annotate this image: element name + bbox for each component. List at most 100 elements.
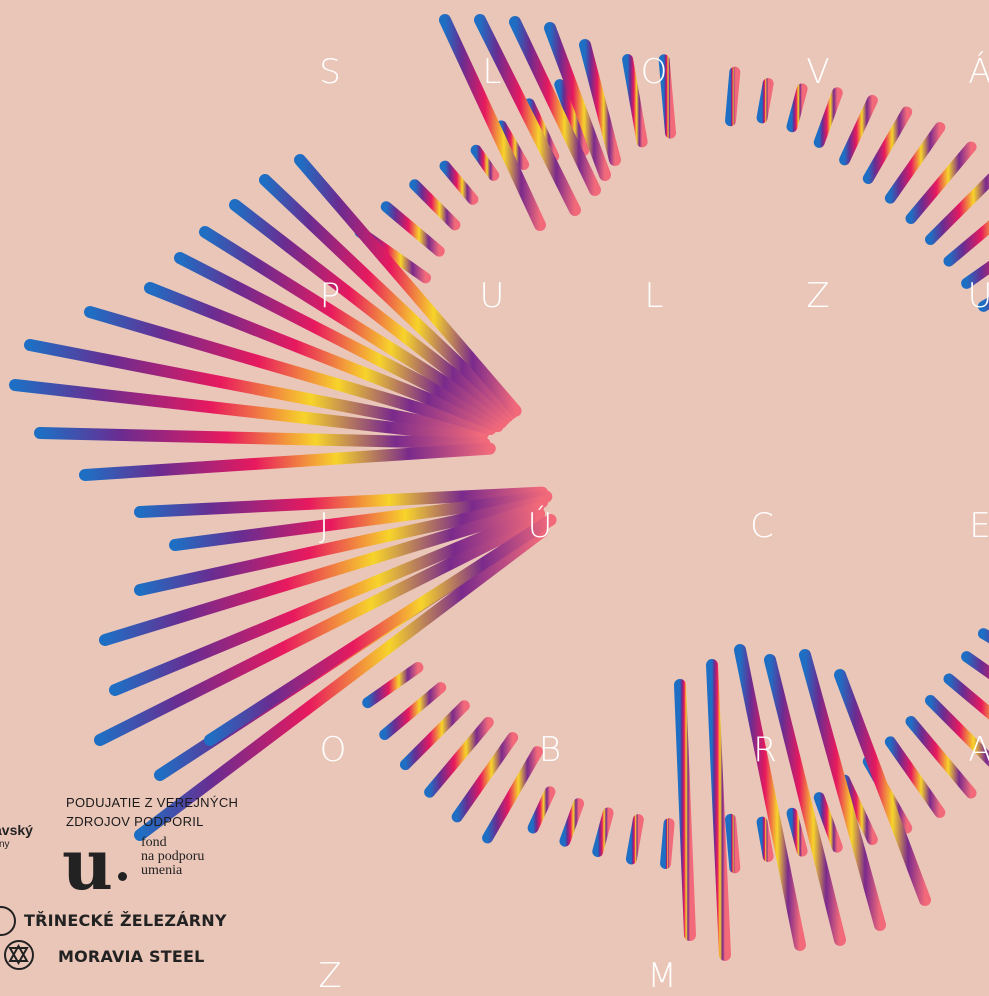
funding-statement-line2: ZDROJOV PODPORIL	[66, 814, 204, 829]
gradient-ray	[756, 78, 774, 124]
letter-u-acute: Ú	[527, 506, 553, 546]
gradient-ray	[229, 199, 514, 423]
letter-o-2: O	[319, 730, 347, 770]
gradient-ray	[905, 141, 977, 225]
letter-l-2: L	[644, 276, 664, 316]
gradient-ray	[509, 16, 601, 196]
funding-statement-line1: PODUJATIE Z VEREJNÝCH	[66, 795, 239, 810]
gradient-ray	[482, 746, 543, 844]
letter-u: U	[479, 276, 505, 316]
gradient-rays	[9, 14, 989, 961]
fund-name-line1: fond	[141, 835, 167, 850]
letter-j: J	[318, 506, 330, 546]
gradient-ray	[813, 87, 843, 148]
gradient-ray	[764, 654, 846, 946]
gradient-ray	[134, 496, 549, 596]
letter-r: R	[753, 730, 777, 770]
gradient-ray	[544, 22, 611, 181]
gradient-ray	[674, 679, 696, 941]
cut-off-partner-subtitle: vny	[0, 839, 10, 850]
fund-logo-letter: u	[62, 823, 113, 906]
gradient-ray	[961, 651, 989, 680]
letter-u-2: U	[967, 276, 989, 316]
gradient-ray	[756, 816, 774, 862]
letter-b: B	[538, 730, 562, 770]
gradient-ray	[439, 160, 479, 205]
letter-a: A	[968, 730, 989, 770]
sponsor-moravia-steel: MORAVIA STEEL	[58, 947, 205, 966]
fund-name-line2: na podporu	[141, 849, 205, 864]
gradient-ray	[79, 442, 496, 481]
gradient-ray	[839, 94, 878, 166]
gradient-ray	[84, 306, 497, 436]
gradient-ray	[884, 121, 946, 204]
gradient-ray	[169, 490, 553, 551]
gradient-ray	[294, 154, 522, 417]
fund-name: fond na podporu umenia	[141, 836, 204, 878]
letter-p: P	[319, 276, 341, 316]
gradient-ray	[943, 673, 989, 720]
gradient-ray	[451, 732, 519, 823]
sponsor-trinecke-zelezarny: TŘINECKÉ ŽELEZÁRNY	[24, 911, 227, 930]
gradient-ray	[625, 814, 644, 865]
letter-m: M	[647, 956, 677, 996]
letter-a-acute: Á	[968, 52, 989, 92]
gradient-ray	[470, 144, 500, 181]
gradient-ray	[439, 14, 546, 231]
gradient-ray	[799, 649, 886, 931]
gradient-ray	[734, 644, 806, 951]
gradient-ray	[259, 174, 518, 420]
gradient-ray	[943, 220, 989, 267]
gradient-ray	[109, 508, 546, 696]
gradient-ray	[660, 818, 675, 869]
gradient-ray	[409, 179, 461, 231]
gradient-ray	[144, 282, 504, 433]
cut-off-partner-name: avský	[0, 822, 33, 838]
gradient-ray	[554, 79, 590, 157]
letter-e: E	[969, 506, 989, 546]
fund-logo-dot	[118, 872, 127, 881]
letter-s: S	[319, 52, 341, 92]
moravia-steel-emblem-icon	[4, 940, 34, 970]
letter-l: L	[482, 52, 502, 92]
gradient-ray	[94, 514, 544, 746]
gradient-ray	[813, 792, 843, 853]
gradient-ray	[961, 260, 989, 289]
gradient-ray	[579, 39, 621, 166]
gradient-ray	[527, 786, 556, 834]
gradient-ray	[706, 659, 731, 961]
gradient-ray	[905, 715, 977, 799]
gradient-ray	[622, 54, 648, 148]
gradient-ray	[380, 201, 445, 257]
gradient-ray	[495, 120, 530, 171]
gradient-ray	[362, 662, 424, 709]
fund-name-line3: umenia	[141, 863, 183, 878]
gradient-ray	[399, 700, 470, 771]
gradient-ray	[204, 514, 557, 746]
letter-v: V	[806, 52, 830, 92]
gradient-ray	[24, 339, 490, 439]
gradient-ray	[99, 502, 544, 646]
gradient-ray	[424, 716, 494, 798]
gradient-ray	[834, 669, 931, 906]
letter-o: O	[640, 52, 668, 92]
gradient-ray	[924, 694, 989, 767]
gradient-ray	[725, 66, 741, 127]
gradient-ray	[725, 813, 741, 874]
letter-z: Z	[806, 276, 830, 316]
gradient-ray	[884, 736, 946, 819]
gradient-ray	[199, 226, 511, 426]
gradient-ray	[786, 83, 808, 133]
gradient-ray	[658, 54, 677, 139]
gradient-ray	[559, 798, 585, 847]
gradient-ray	[862, 106, 913, 185]
gradient-ray	[592, 807, 614, 858]
gradient-ray	[379, 682, 447, 741]
gradient-ray	[474, 14, 581, 216]
gradient-ray	[134, 486, 549, 518]
gradient-ray	[924, 173, 989, 246]
gradient-ray	[786, 807, 808, 857]
gradient-ray	[839, 774, 878, 846]
gradient-ray	[134, 525, 549, 841]
